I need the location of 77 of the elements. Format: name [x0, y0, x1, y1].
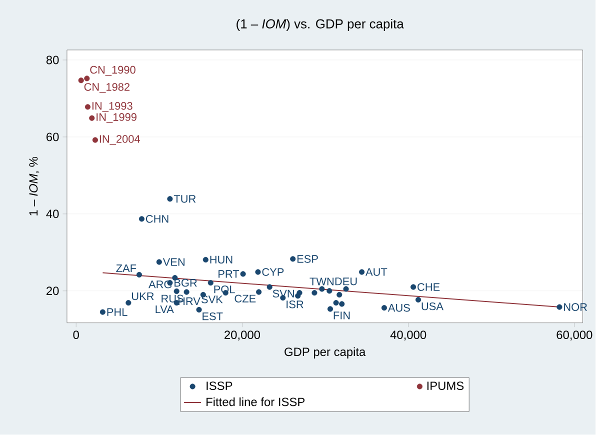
x-tick-label: 40,000 — [390, 330, 426, 341]
annotation: EST — [202, 312, 223, 320]
annotation: IN_1993 — [92, 102, 132, 112]
point — [327, 306, 334, 312]
point — [410, 284, 416, 290]
point — [339, 301, 345, 307]
y-tick-label: 20 — [46, 286, 59, 296]
point — [89, 115, 95, 121]
annotation: CZE — [234, 294, 256, 303]
point — [266, 284, 272, 290]
x-tick-label: 20,000 — [224, 330, 260, 341]
point — [126, 300, 132, 306]
annotation: HUN — [210, 256, 232, 264]
point — [312, 290, 318, 296]
point — [343, 286, 349, 292]
point — [326, 288, 332, 294]
point — [78, 78, 84, 84]
point — [136, 272, 142, 278]
point — [415, 297, 422, 303]
annotation: ESP — [297, 255, 318, 263]
legend-label: Fitted line for ISSP — [206, 398, 305, 406]
annotation: ZAF — [116, 264, 136, 272]
chart-title: (1 – IOM) vs. GDP per capita — [236, 19, 404, 32]
point — [295, 293, 301, 299]
annotation: AUS — [388, 304, 410, 312]
point — [319, 286, 325, 292]
annotation: CHN — [146, 215, 168, 223]
annotation: CN_1990 — [90, 66, 136, 76]
annotation: USA — [422, 302, 444, 310]
annotation: CYP — [262, 268, 284, 276]
annotation: TUR — [174, 195, 196, 203]
point — [167, 196, 173, 202]
point — [336, 292, 342, 298]
y-tick-label: 60 — [46, 132, 59, 142]
y-axis-title: 1 – IOM, % — [29, 157, 40, 216]
point — [92, 137, 98, 143]
point — [556, 304, 562, 310]
annotation: BGR — [174, 279, 197, 287]
point — [84, 76, 90, 82]
point — [100, 309, 106, 315]
y-tick-label: 80 — [46, 56, 59, 64]
annotation: PRT — [218, 270, 240, 278]
point — [196, 307, 202, 313]
point — [359, 269, 365, 275]
annotation: LVA — [156, 306, 174, 314]
point — [84, 104, 91, 110]
point — [138, 216, 145, 222]
legend-label: ISSP — [206, 382, 232, 390]
point — [184, 289, 190, 295]
point — [202, 257, 208, 263]
point — [381, 305, 388, 311]
point — [255, 269, 261, 275]
annotation: CHE — [418, 283, 440, 292]
y-tick-label: 40 — [46, 210, 59, 218]
annotation: CN_1982 — [84, 83, 130, 93]
x-tick-label: 0 — [73, 330, 79, 340]
point — [208, 280, 214, 286]
annotation: FIN — [334, 312, 350, 320]
annotation: UKR — [132, 292, 154, 300]
point — [156, 259, 162, 265]
x-tick-label: 60,000 — [556, 330, 592, 341]
annotation: ISR — [286, 300, 304, 308]
x-axis-title: GDP per capita — [284, 347, 366, 359]
point — [290, 256, 296, 262]
annotation: DEU — [335, 278, 357, 286]
legend-label: IPUMS — [427, 382, 464, 390]
point — [174, 288, 180, 294]
annotation: AUT — [366, 268, 388, 276]
point — [333, 300, 339, 306]
point — [256, 289, 262, 295]
annotation: IN_1999 — [96, 113, 136, 124]
annotation: PHL — [107, 308, 128, 316]
annotation: IN_2004 — [100, 135, 140, 146]
point — [240, 271, 246, 277]
annotation: TWN — [310, 278, 334, 286]
annotation: NOR — [564, 303, 587, 312]
annotation: VEN — [162, 258, 184, 266]
